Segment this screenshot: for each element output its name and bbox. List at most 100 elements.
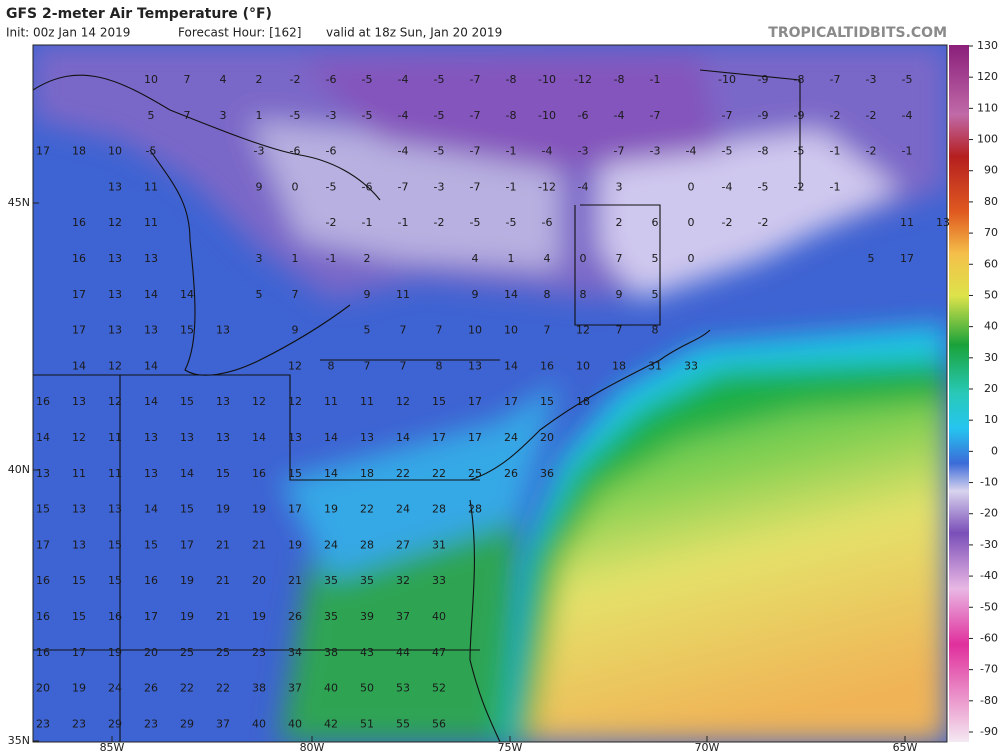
temperature-value: 7 — [616, 252, 623, 265]
temperature-value: -6 — [326, 73, 337, 86]
temperature-value: 18 — [576, 395, 590, 408]
temperature-value: 21 — [216, 538, 230, 551]
temperature-value: 12 — [108, 216, 122, 229]
temperature-value: 17 — [468, 431, 482, 444]
temperature-value: 19 — [252, 610, 266, 623]
temperature-value: 23 — [36, 717, 50, 730]
temperature-value: 4 — [472, 252, 479, 265]
temperature-value: -9 — [794, 109, 805, 122]
temperature-value: -6 — [578, 109, 589, 122]
temperature-value: 34 — [288, 646, 302, 659]
temperature-value: -5 — [146, 145, 157, 158]
temperature-value: -1 — [902, 145, 913, 158]
temperature-value: 17 — [468, 395, 482, 408]
temperature-value: 13 — [144, 324, 158, 337]
temperature-value: 7 — [616, 324, 623, 337]
temperature-value: 13 — [72, 503, 86, 516]
lat-label: 45N — [8, 196, 30, 209]
temperature-value: 24 — [504, 431, 518, 444]
temperature-value: 0 — [688, 252, 695, 265]
temperature-value: 16 — [252, 467, 266, 480]
temperature-value: 40 — [432, 610, 446, 623]
temperature-value: 18 — [360, 467, 374, 480]
temperature-value: 19 — [216, 503, 230, 516]
temperature-value: 8 — [652, 324, 659, 337]
temperature-value: 11 — [900, 216, 914, 229]
temperature-value: 26 — [144, 682, 158, 695]
temperature-value: 7 — [292, 288, 299, 301]
temperature-value: 9 — [364, 288, 371, 301]
temperature-value: -6 — [290, 145, 301, 158]
temperature-value: -5 — [362, 109, 373, 122]
temperature-value: 36 — [540, 467, 554, 480]
temperature-value: 11 — [144, 216, 158, 229]
temperature-value: 11 — [324, 395, 338, 408]
temperature-value: -12 — [538, 180, 556, 193]
temperature-value: 28 — [432, 503, 446, 516]
temperature-value: -8 — [614, 73, 625, 86]
temperature-value: -5 — [506, 216, 517, 229]
temperature-value: 9 — [256, 180, 263, 193]
temperature-value: 56 — [432, 717, 446, 730]
lon-label: 65W — [893, 741, 918, 754]
map-field — [33, 45, 947, 742]
temperature-value: 21 — [216, 610, 230, 623]
temperature-value: -3 — [434, 180, 445, 193]
temperature-value: -4 — [398, 109, 409, 122]
labels: GFS 2-meter Air Temperature (°F) Init: 0… — [6, 6, 947, 41]
temperature-value: 19 — [180, 574, 194, 587]
temperature-value: 5 — [652, 288, 659, 301]
temperature-value: 13 — [144, 252, 158, 265]
colorbar-label: -70 — [980, 663, 998, 676]
temperature-value: 12 — [396, 395, 410, 408]
temperature-value: 22 — [396, 467, 410, 480]
temperature-value: -7 — [398, 180, 409, 193]
temperature-value: 20 — [144, 646, 158, 659]
temperature-value: 13 — [108, 252, 122, 265]
temperature-value: 15 — [72, 610, 86, 623]
temperature-value: -1 — [506, 145, 517, 158]
temperature-value: 16 — [72, 252, 86, 265]
temperature-value: 14 — [252, 431, 266, 444]
temperature-value: 33 — [684, 359, 698, 372]
temperature-value: 7 — [400, 359, 407, 372]
temperature-value: 13 — [360, 431, 374, 444]
temperature-value: 4 — [544, 252, 551, 265]
temperature-value: 19 — [252, 503, 266, 516]
temperature-value: 16 — [36, 395, 50, 408]
temperature-value: -4 — [686, 145, 697, 158]
temperature-value: 10 — [468, 324, 482, 337]
temperature-value: 7 — [184, 109, 191, 122]
temperature-value: 10 — [144, 73, 158, 86]
temperature-value: 16 — [72, 216, 86, 229]
lon-label: 80W — [300, 741, 325, 754]
temperature-value: 5 — [652, 252, 659, 265]
temperature-value: 10 — [576, 359, 590, 372]
temperature-value: -4 — [722, 180, 733, 193]
temperature-value: 15 — [144, 538, 158, 551]
temperature-value: 22 — [216, 682, 230, 695]
temperature-value: 13 — [108, 324, 122, 337]
temperature-value: -1 — [830, 145, 841, 158]
temperature-value: 13 — [180, 431, 194, 444]
temperature-value: 12 — [108, 359, 122, 372]
temperature-value: -1 — [650, 73, 661, 86]
temperature-value: 38 — [324, 646, 338, 659]
temperature-value: 12 — [108, 395, 122, 408]
temperature-value: 47 — [432, 646, 446, 659]
temperature-value: 14 — [72, 359, 86, 372]
temperature-value: -5 — [470, 216, 481, 229]
temperature-value: 14 — [180, 288, 194, 301]
temperature-value: -7 — [650, 109, 661, 122]
temperature-value: 7 — [184, 73, 191, 86]
temperature-value: -8 — [506, 73, 517, 86]
temperature-value: 8 — [580, 288, 587, 301]
temperature-value: 5 — [256, 288, 263, 301]
temperature-value: -2 — [866, 109, 877, 122]
temperature-value: 7 — [436, 324, 443, 337]
temperature-value: 50 — [360, 682, 374, 695]
temperature-value: 8 — [328, 359, 335, 372]
colorbar — [949, 45, 969, 742]
temperature-value: 14 — [144, 503, 158, 516]
temperature-value: 33 — [432, 574, 446, 587]
